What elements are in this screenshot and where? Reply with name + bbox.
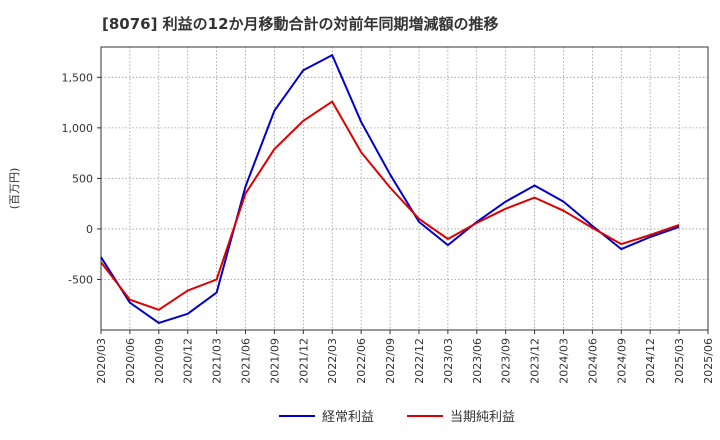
legend-item-1[interactable]: 経常利益 [279,410,374,425]
x-tick-label: 2021/09 [268,338,281,384]
x-tick-label: 2021/06 [240,338,253,384]
x-tick-label: 2025/06 [702,338,715,384]
x-tick-label: 2022/06 [355,338,368,384]
x-tick-label: 2024/06 [586,338,599,384]
y-tick-label: 500 [72,172,93,185]
x-tick-label: 2024/09 [615,338,628,384]
x-tick-label: 2020/03 [95,338,108,384]
grid-layer [101,47,708,330]
y-tick-label: 1,000 [62,122,94,135]
x-tick-label: 2022/12 [413,338,426,384]
legend-label: 当期純利益 [450,410,515,425]
x-tick-label: 2025/03 [673,338,686,384]
x-axis-ticks: 2020/03 2020/06 2020/09 2020/12 2021/03 2021/… [95,330,715,384]
series-layer [100,54,680,324]
y-axis-label: (百万円) [8,168,21,210]
y-axis-ticks: -500 0 500 1,000 1,500 [62,71,101,286]
plot-frame [100,46,709,331]
y-tick-label: 0 [86,223,93,236]
x-tick-label: 2022/03 [326,338,339,384]
legend[interactable]: 経常利益 当期純利益 [279,410,515,425]
chart-title: [8076] 利益の12か月移動合計の対前年同期増減額の推移 [102,15,499,33]
x-tick-label: 2023/03 [442,338,455,384]
series-line-1 [100,54,680,324]
x-tick-label: 2020/09 [153,338,166,384]
legend-label: 経常利益 [322,410,374,425]
x-tick-label: 2021/12 [297,338,310,384]
y-tick-label: -500 [68,273,93,286]
x-tick-label: 2020/12 [182,338,195,384]
x-tick-label: 2022/09 [384,338,397,384]
x-tick-label: 2024/03 [557,338,570,384]
x-tick-label: 2023/09 [500,338,513,384]
x-tick-label: 2023/06 [471,338,484,384]
x-tick-label: 2023/12 [529,338,542,384]
series-line-2 [100,100,680,311]
x-tick-label: 2021/03 [211,338,224,384]
legend-item-2[interactable]: 当期純利益 [407,410,515,425]
y-tick-label: 1,500 [62,71,94,84]
x-tick-label: 2020/06 [124,338,137,384]
x-tick-label: 2024/12 [644,338,657,384]
